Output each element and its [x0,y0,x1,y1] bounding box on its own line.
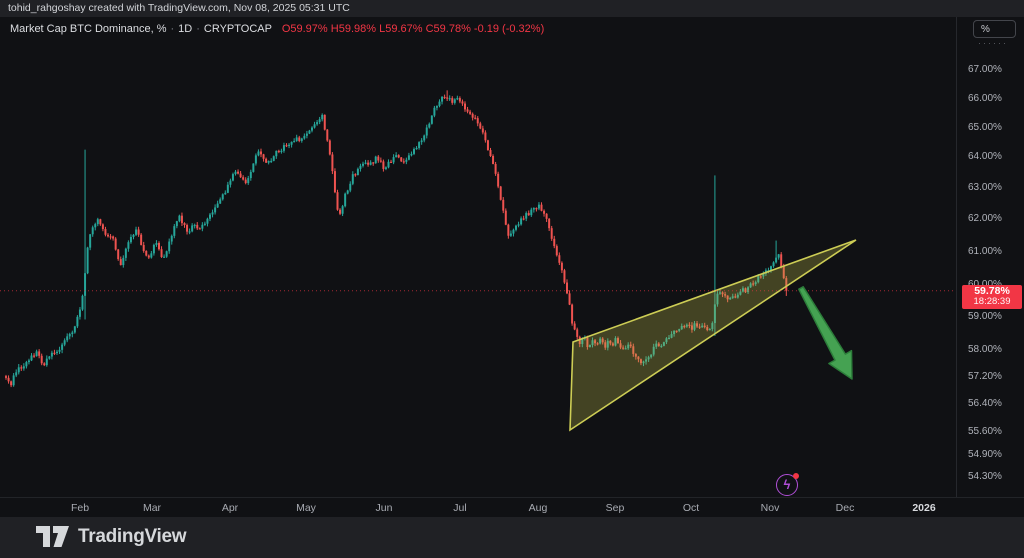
tradingview-logo[interactable]: TradingView [36,526,187,548]
time-axis[interactable]: Feb Mar Apr May Jun Jul Aug Sep Oct Nov Dec 2026 [0,497,1024,517]
last-price-label: 59.78% 18:28:39 [962,285,1022,309]
legend-separator: · [170,23,175,35]
high-value: H59.98% [330,23,377,35]
notification-dot [793,473,799,479]
tradingview-logo-icon [36,526,69,547]
down-arrow-drawing[interactable] [798,286,853,380]
time-axis-label: Sep [605,502,625,514]
time-axis-label: Nov [760,502,780,514]
footer: TradingView [0,517,1024,558]
axis-dots: ······ [978,38,1008,48]
tradingview-logo-text: TradingView [78,526,187,547]
low-value: L59.67% [379,23,423,35]
time-axis-label: Apr [221,502,239,514]
close-value: C59.78% [425,23,471,35]
time-axis-label: Oct [682,502,700,514]
change-value: -0.19 (-0.32%) [473,23,545,35]
time-axis-label: Aug [528,502,548,514]
bar-countdown: 18:28:39 [973,296,1011,307]
time-axis-label: Jul [453,502,467,514]
symbol-title: Market Cap BTC Dominance, % [10,23,167,35]
lightning-icon: ϟ [783,477,791,492]
time-axis-label: Dec [835,502,855,514]
axis-divider [956,17,957,497]
last-price-value: 59.78% [974,285,1010,297]
chart-legend[interactable]: Market Cap BTC Dominance, % · 1D · CRYPTOCAP… [10,23,544,35]
time-axis-label: 2026 [912,502,936,514]
candlestick-series [5,90,788,388]
events-icon[interactable]: ϟ [776,473,799,496]
interval-label: 1D [178,23,193,35]
time-axis-label: May [296,502,316,514]
legend-separator: · [196,23,200,35]
time-axis-label: Jun [375,502,393,514]
attribution-text: tohid_rahgoshay created with TradingView… [8,2,350,14]
rising-wedge-drawing[interactable] [569,239,857,432]
attribution-bar: tohid_rahgoshay created with TradingView… [0,0,1024,17]
percent-scale-button[interactable]: % [973,20,1016,38]
time-axis-label: Mar [142,502,162,514]
time-axis-label: Feb [70,502,90,514]
exchange-label: CRYPTOCAP [203,23,272,35]
open-value: O59.97% [281,23,328,35]
